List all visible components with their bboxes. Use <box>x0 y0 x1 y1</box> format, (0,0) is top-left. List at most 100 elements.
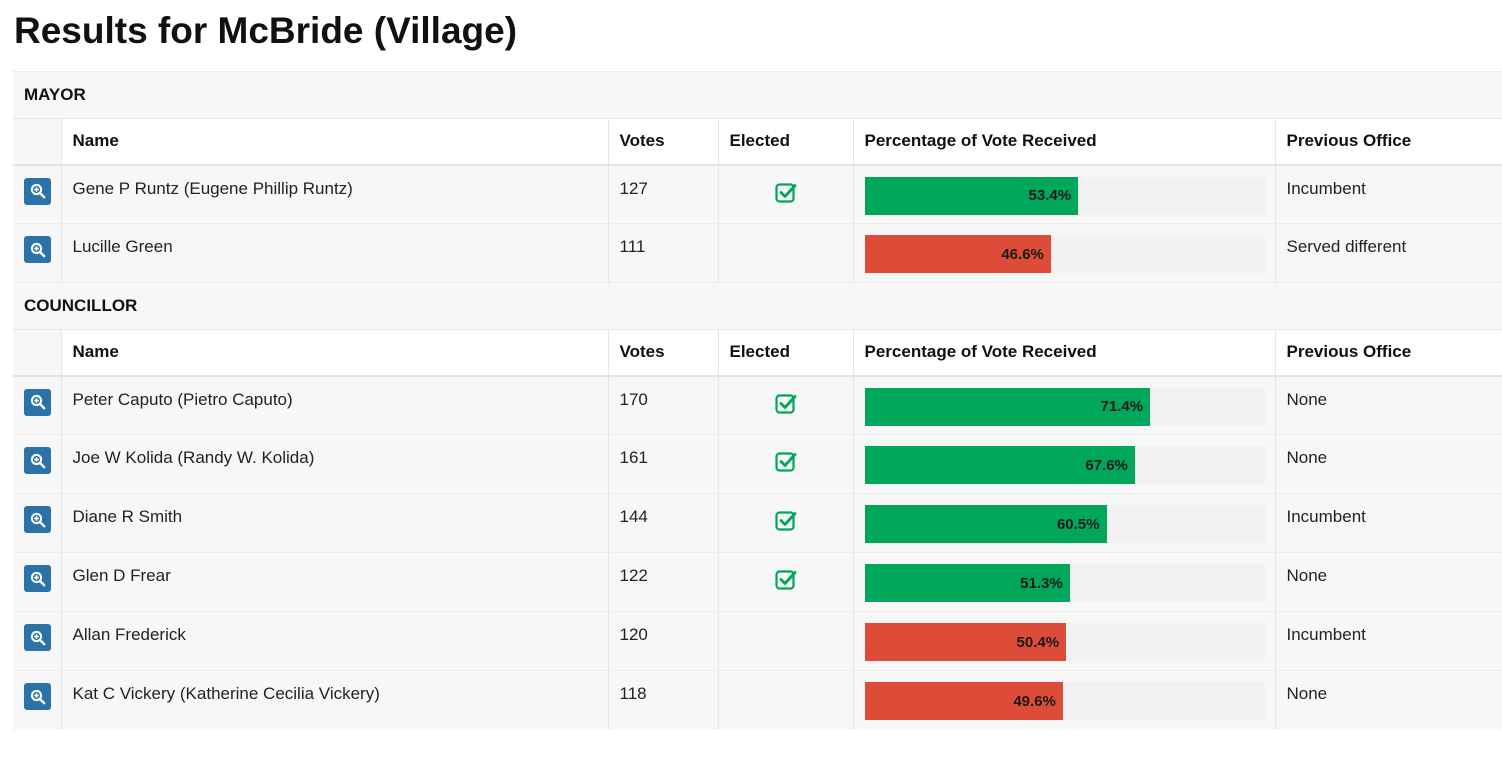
candidate-name: Glen D Frear <box>60 552 608 612</box>
table-row: Joe W Kolida (Randy W. Kolida) 161 67.6% No… <box>13 434 1502 494</box>
zoom-in-icon <box>30 242 46 258</box>
percentage-label: 53.4% <box>1028 187 1072 204</box>
header-previous-office: Previous Office <box>1274 329 1502 377</box>
percentage-cell: 67.6% <box>852 434 1275 494</box>
zoom-in-icon <box>30 453 46 469</box>
table-row: Allan Frederick 120 50.4% Incumbent <box>13 611 1502 671</box>
header-name: Name <box>60 118 608 166</box>
header-percentage: Percentage of Vote Received <box>852 118 1275 166</box>
percentage-label: 71.4% <box>1100 398 1144 415</box>
percentage-label: 51.3% <box>1020 574 1063 592</box>
table-header-row: Name Votes Elected Percentage of Vote Recei… <box>13 329 1502 377</box>
percentage-bar: 49.6% <box>864 682 1265 720</box>
zoom-in-button[interactable] <box>24 177 51 205</box>
table-header-row: Name Votes Elected Percentage of Vote Recei… <box>13 118 1502 166</box>
previous-office: Incumbent <box>1274 493 1502 553</box>
previous-office: None <box>1274 552 1502 612</box>
percentage-bar-fill: 49.6% <box>864 682 1063 720</box>
zoom-in-icon <box>30 689 46 705</box>
page-title: Results for McBride (Village) <box>14 10 518 51</box>
header-name: Name <box>60 329 608 377</box>
table-row: Peter Caputo (Pietro Caputo) 170 71.4% None <box>13 375 1502 435</box>
percentage-bar-fill: 46.6% <box>864 235 1051 273</box>
percentage-label: 67.6% <box>1085 456 1128 474</box>
candidate-votes: 127 <box>607 164 718 224</box>
table-row: Glen D Frear 122 51.3% None <box>13 552 1502 612</box>
percentage-bar-fill: 53.4% <box>864 176 1079 215</box>
header-icon-spacer <box>13 118 61 166</box>
percentage-bar: 50.4% <box>864 623 1265 661</box>
percentage-bar-fill: 60.5% <box>864 505 1107 543</box>
zoom-in-icon <box>30 394 46 410</box>
results-table: MAYOR Name Votes Elected Percentage of Vote … <box>13 71 1502 730</box>
elected-cell <box>717 611 853 671</box>
percentage-bar: 60.5% <box>864 505 1265 543</box>
percentage-bar-fill: 50.4% <box>864 623 1067 661</box>
table-row: Gene P Runtz (Eugene Phillip Runtz) 127 53… <box>13 164 1502 224</box>
percentage-label: 49.6% <box>1013 692 1056 710</box>
previous-office: None <box>1274 670 1502 730</box>
office-title: MAYOR <box>13 71 1502 119</box>
percentage-bar: 53.4% <box>864 176 1265 215</box>
office-title: COUNCILLOR <box>13 282 1502 330</box>
percentage-cell: 49.6% <box>852 670 1275 730</box>
candidate-name: Gene P Runtz (Eugene Phillip Runtz) <box>60 164 608 224</box>
percentage-bar: 51.3% <box>864 564 1265 602</box>
candidate-votes: 161 <box>607 434 718 494</box>
header-elected: Elected <box>717 118 853 166</box>
check-square-icon <box>774 509 798 533</box>
candidate-votes: 111 <box>607 223 718 283</box>
check-square-icon <box>774 181 798 205</box>
elected-cell <box>717 670 853 730</box>
percentage-cell: 50.4% <box>852 611 1275 671</box>
candidate-votes: 120 <box>607 611 718 671</box>
elected-cell <box>717 223 853 283</box>
previous-office: Incumbent <box>1274 164 1502 224</box>
table-row: Lucille Green 111 46.6% Served different <box>13 223 1502 283</box>
percentage-bar-fill: 67.6% <box>864 446 1135 484</box>
zoom-in-button[interactable] <box>24 236 51 263</box>
candidate-name: Kat C Vickery (Katherine Cecilia Vickery… <box>60 670 608 730</box>
zoom-in-button[interactable] <box>24 447 51 474</box>
zoom-in-icon <box>30 630 46 646</box>
header-previous-office: Previous Office <box>1274 118 1502 166</box>
check-square-icon <box>774 568 798 592</box>
previous-office: Incumbent <box>1274 611 1502 671</box>
header-votes: Votes <box>607 329 718 377</box>
percentage-cell: 71.4% <box>852 375 1275 435</box>
percentage-bar: 46.6% <box>864 235 1265 273</box>
percentage-cell: 46.6% <box>852 223 1275 283</box>
percentage-label: 60.5% <box>1056 515 1100 533</box>
table-row: Kat C Vickery (Katherine Cecilia Vickery… <box>13 670 1502 730</box>
zoom-in-button[interactable] <box>24 388 51 416</box>
percentage-cell: 60.5% <box>852 493 1275 553</box>
zoom-in-icon <box>30 512 46 528</box>
header-percentage: Percentage of Vote Received <box>852 329 1275 377</box>
candidate-votes: 170 <box>607 375 718 435</box>
percentage-label: 46.6% <box>1001 245 1044 263</box>
zoom-in-button[interactable] <box>24 506 51 533</box>
percentage-bar: 67.6% <box>864 446 1265 484</box>
zoom-in-button[interactable] <box>24 683 51 710</box>
candidate-votes: 144 <box>607 493 718 553</box>
candidate-name: Allan Frederick <box>60 611 608 671</box>
elected-cell <box>717 375 853 435</box>
percentage-label: 50.4% <box>1016 633 1060 651</box>
zoom-in-button[interactable] <box>24 565 51 592</box>
candidate-name: Lucille Green <box>60 223 608 283</box>
previous-office: Served different <box>1274 223 1502 283</box>
candidate-votes: 118 <box>607 670 718 730</box>
percentage-bar: 71.4% <box>864 387 1265 426</box>
zoom-in-icon <box>30 571 46 587</box>
zoom-in-button[interactable] <box>24 624 51 651</box>
candidate-name: Joe W Kolida (Randy W. Kolida) <box>60 434 608 494</box>
percentage-cell: 51.3% <box>852 552 1275 612</box>
elected-cell <box>717 164 853 224</box>
check-square-icon <box>774 392 798 416</box>
check-square-icon <box>774 450 798 474</box>
candidate-name: Diane R Smith <box>60 493 608 553</box>
candidate-name: Peter Caputo (Pietro Caputo) <box>60 375 608 435</box>
table-row: Diane R Smith 144 60.5% Incumbent <box>13 493 1502 553</box>
elected-cell <box>717 552 853 612</box>
percentage-bar-fill: 71.4% <box>864 387 1151 426</box>
